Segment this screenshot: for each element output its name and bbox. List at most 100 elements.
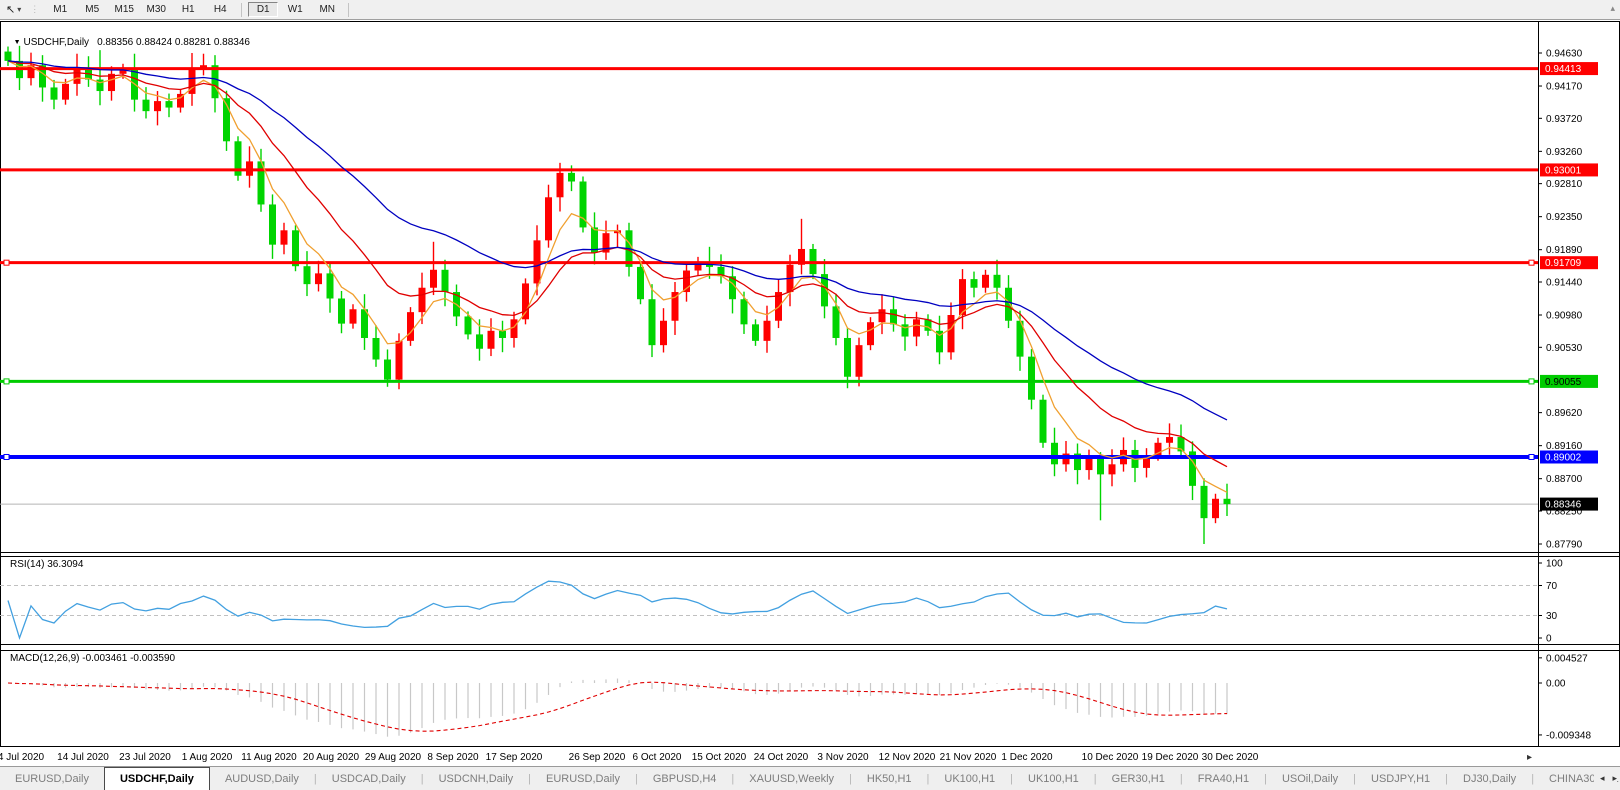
candle-body	[878, 309, 886, 323]
horizontal-lines[interactable]	[0, 67, 1538, 460]
tab-separator: |	[634, 772, 638, 785]
timeframe-button-d1[interactable]: D1	[248, 2, 279, 17]
toolbar-separator	[241, 2, 243, 17]
chart-tab[interactable]: GBPUSD,H4	[652, 772, 717, 785]
date-axis[interactable]: 4 Jul 2020 14 Jul 2020 23 Jul 2020 1 Aug 20…	[0, 752, 1532, 763]
chart-tab[interactable]: DJ30,Daily	[1463, 772, 1517, 785]
timeframe-button-w1[interactable]: W1	[287, 4, 303, 15]
candle-body	[257, 161, 265, 205]
macd-label: MACD(12,26,9) -0.003461 -0.003590	[10, 653, 176, 664]
candle-body	[96, 79, 104, 92]
price-tick-label: 0.92350	[1546, 212, 1583, 223]
chart-tab[interactable]: XAUUSD,Weekly	[749, 772, 835, 785]
macd-tick-label: -0.009348	[1546, 730, 1591, 741]
price-line-label: 0.93001	[1545, 165, 1582, 176]
chevron-down-icon[interactable]: ▾	[17, 5, 22, 14]
slow-ma	[7, 60, 1228, 421]
candle-body	[119, 68, 127, 74]
price-tick-label: 0.93720	[1546, 114, 1583, 125]
date-label: 26 Sep 2020	[569, 752, 626, 763]
rsi-pane[interactable]	[0, 580, 1538, 641]
macd-pane[interactable]	[7, 678, 1228, 737]
candles	[4, 45, 1231, 544]
timeframe-button-m1[interactable]: M1	[53, 4, 68, 15]
chart-tab[interactable]: UK100,H1	[1028, 772, 1079, 785]
date-label: 15 Oct 2020	[692, 752, 747, 763]
chart-tab[interactable]: USDCAD,Daily	[331, 772, 406, 785]
cursor-tool-icon[interactable]: ↖	[6, 4, 16, 16]
candle-body	[683, 270, 690, 293]
chart-tab[interactable]: GER30,H1	[1111, 772, 1165, 785]
price-tick-label: 0.89620	[1546, 408, 1583, 419]
candle-body	[177, 93, 184, 108]
chart-tab[interactable]: USDCHF,Daily	[103, 767, 210, 790]
price-tick-label: 0.93260	[1546, 147, 1583, 158]
candle-body	[1166, 437, 1173, 443]
candle-body	[223, 98, 230, 142]
timeframe-button-h4[interactable]: H4	[213, 4, 227, 15]
date-label: 24 Oct 2020	[754, 752, 809, 763]
candle-body	[1028, 356, 1035, 400]
chart-tab[interactable]: AUDUSD,Daily	[224, 772, 299, 785]
price-tick-label: 0.89160	[1546, 441, 1583, 452]
candle-body	[1108, 464, 1116, 475]
date-label: 30 Dec 2020	[1202, 752, 1259, 763]
chart-tab[interactable]: UK100,H1	[944, 772, 996, 785]
candle-body	[73, 68, 81, 84]
date-label: 10 Dec 2020	[1082, 752, 1139, 763]
price-tick-label: 0.91890	[1546, 245, 1583, 256]
rsi-tick-label: 30	[1546, 611, 1558, 622]
price-axis[interactable]: 0.94630 0.94170 0.93720 0.93260 0.92810 0.923…	[1538, 49, 1598, 742]
chart-tab[interactable]: EURUSD,Daily	[546, 772, 620, 785]
chart-tab[interactable]: FRA40,H1	[1197, 772, 1250, 785]
timeframe-button-m30[interactable]: M30	[146, 4, 166, 15]
price-tick-label: 0.94630	[1546, 49, 1583, 60]
candle-body	[108, 73, 115, 92]
date-label: 29 Aug 2020	[365, 752, 422, 763]
date-label: 1 Aug 2020	[182, 752, 233, 763]
tab-scroll-right-icon[interactable]: ▸	[1612, 773, 1617, 783]
candle-body	[499, 330, 506, 338]
tab-scroll-left-icon[interactable]: ◂	[1599, 773, 1605, 783]
candle-body	[372, 337, 380, 360]
candle-body	[993, 274, 1001, 288]
candle-body	[280, 230, 288, 245]
toolbar-separator	[348, 2, 350, 17]
candle-body	[821, 274, 828, 307]
main-price-pane[interactable]	[0, 45, 1538, 544]
candle-body	[614, 230, 621, 234]
date-scroll-right-icon[interactable]: ▸	[1527, 752, 1532, 763]
chart-tab[interactable]: USDJPY,H1	[1371, 772, 1431, 785]
candle-body	[441, 269, 449, 293]
candle-body	[844, 337, 851, 377]
candle-body	[982, 274, 989, 288]
candle-body	[200, 65, 207, 69]
line-handle	[1528, 378, 1535, 385]
chart-tab[interactable]: EURUSD,Daily	[15, 772, 89, 785]
candle-body	[1177, 437, 1185, 452]
candle-body	[487, 330, 495, 349]
candle-body	[1085, 457, 1093, 471]
timeframe-button-mn[interactable]: MN	[319, 4, 336, 15]
timeframe-button-m5[interactable]: M5	[85, 4, 100, 15]
price-tick-label: 0.90530	[1546, 343, 1583, 354]
timeframe-button-h1[interactable]: H1	[181, 4, 195, 15]
candle-body	[913, 319, 920, 337]
candle-body	[637, 266, 644, 300]
chart-tab[interactable]: HK50,H1	[866, 772, 912, 785]
chart-tab[interactable]: USDCNH,Daily	[438, 772, 514, 785]
tab-separator: |	[1264, 772, 1267, 785]
chart-tab[interactable]: USOil,Daily	[1281, 772, 1339, 785]
line-handle	[1528, 453, 1535, 460]
price-tick-label: 0.91440	[1546, 277, 1583, 288]
toolbar-overflow-up-icon[interactable]: ▴	[1610, 3, 1615, 13]
date-label: 23 Jul 2020	[119, 752, 171, 763]
line-handle	[3, 453, 10, 460]
timeframe-button-m15[interactable]: M15	[114, 4, 134, 15]
title-marker-icon[interactable]: ▼	[13, 39, 21, 46]
candle-body	[671, 292, 679, 321]
candle-body	[407, 312, 414, 341]
candle-body	[1200, 485, 1208, 519]
